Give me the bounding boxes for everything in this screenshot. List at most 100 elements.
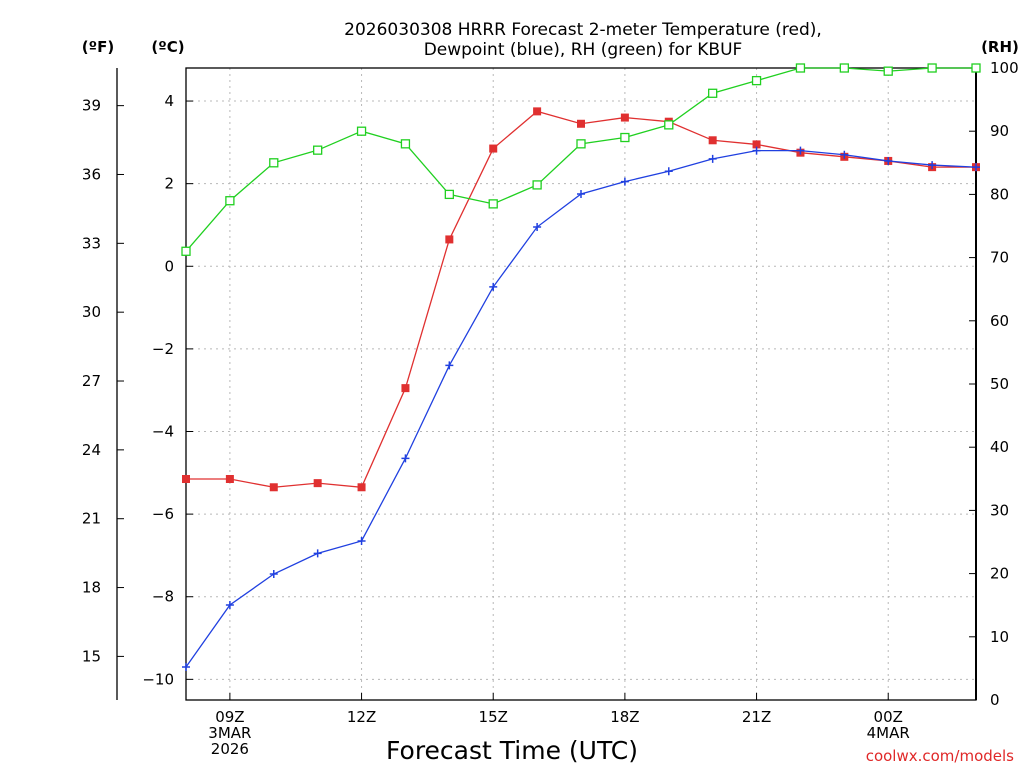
rh-point	[444, 189, 454, 200]
dewpoint-point	[489, 282, 498, 291]
rh-point	[313, 145, 323, 155]
dewpoint-point	[620, 177, 629, 186]
axes	[116, 67, 977, 701]
fahrenheit-tick-label: 18	[82, 579, 101, 597]
x-tick-label: 2026	[211, 740, 249, 758]
x-tick-label: 4MAR	[867, 724, 910, 742]
fahrenheit-tick-label: 33	[82, 234, 101, 252]
temperature-point	[445, 235, 454, 244]
rh-point	[620, 132, 630, 143]
rh-point	[356, 126, 367, 136]
celsius-tick-label: 2	[164, 175, 174, 193]
rh-point	[532, 180, 542, 190]
dewpoint-point	[664, 167, 673, 176]
rh-tick-label: 70	[990, 249, 1009, 267]
plot-frame	[185, 67, 977, 701]
rh-point	[664, 120, 674, 130]
dewpoint-point	[928, 161, 937, 170]
rh-tick-label: 100	[990, 59, 1019, 77]
celsius-tick-label: −4	[152, 423, 174, 441]
temperature-point	[357, 483, 366, 492]
dewpoint-point	[313, 549, 322, 558]
rh-line	[185, 67, 976, 252]
dewpoint-point	[840, 150, 849, 159]
celsius-tick-label: −2	[152, 340, 174, 358]
celsius-axis-unit: (ºC)	[151, 38, 184, 56]
rh-tick-label: 60	[990, 312, 1009, 330]
rh-point	[488, 199, 498, 209]
fahrenheit-tick-label: 24	[82, 441, 101, 459]
temperature-point	[182, 475, 190, 484]
temperature-point	[269, 483, 278, 492]
celsius-tick-label: 4	[164, 92, 174, 110]
dewpoint-point	[752, 146, 761, 155]
rh-point	[795, 63, 806, 73]
dewpoint-point	[357, 536, 366, 545]
temperature-point	[225, 475, 234, 484]
dewpoint-line	[185, 149, 977, 668]
rh-tick-label: 20	[990, 565, 1009, 583]
chart-title: 2026030308 HRRR Forecast 2-meter Tempera…	[344, 20, 822, 40]
rh-axis-unit: (RH)	[981, 38, 1019, 56]
rh-point	[576, 139, 586, 149]
temperature-line	[186, 110, 976, 488]
rh-point	[225, 196, 235, 206]
fahrenheit-tick-label: 30	[82, 303, 101, 321]
rh-tick-label: 10	[990, 628, 1009, 646]
x-tick-label: 15Z	[479, 708, 508, 726]
x-tick-label: 21Z	[742, 708, 771, 726]
rh-tick-label: 50	[990, 375, 1009, 393]
rh-tick-label: 30	[990, 501, 1009, 519]
fahrenheit-tick-label: 39	[82, 97, 101, 115]
dewpoint-series	[182, 146, 980, 671]
dewpoint-point	[445, 361, 454, 370]
temperature-point	[620, 113, 629, 122]
temperature-point	[708, 136, 717, 145]
fahrenheit-tick-label: 27	[82, 372, 101, 390]
celsius-tick-label: −8	[152, 588, 174, 606]
x-tick-label: 09Z	[215, 708, 244, 726]
rh-point	[269, 158, 279, 168]
rh-point	[971, 63, 981, 73]
celsius-tick-label: −10	[142, 670, 174, 688]
data-series	[181, 63, 981, 671]
rh-point	[839, 63, 849, 73]
temperature-point	[752, 140, 761, 149]
rh-point	[927, 63, 937, 73]
rh-tick-label: 0	[990, 691, 1000, 709]
fahrenheit-tick-label: 15	[82, 647, 101, 665]
fahrenheit-axis-unit: (ºF)	[82, 38, 114, 56]
grid-lines	[186, 68, 976, 700]
temperature-point	[533, 107, 542, 116]
celsius-tick-label: −6	[152, 505, 174, 523]
fahrenheit-ticks: 39 36 33 30 27 24 21 18 15	[82, 97, 124, 665]
dewpoint-point	[972, 163, 980, 172]
dewpoint-point	[182, 662, 190, 671]
rh-tick-label: 90	[990, 122, 1009, 140]
fahrenheit-tick-label: 21	[82, 510, 101, 528]
dewpoint-point	[796, 146, 805, 155]
rh-series	[181, 63, 981, 256]
rh-point	[883, 66, 893, 76]
temperature-point	[489, 144, 498, 153]
temperature-point	[313, 479, 322, 488]
x-axis-label: Forecast Time (UTC)	[386, 736, 638, 765]
fahrenheit-tick-label: 36	[82, 165, 101, 183]
rh-point	[751, 75, 762, 86]
temperature-point	[577, 119, 585, 128]
rh-point	[181, 246, 191, 256]
dewpoint-point	[533, 223, 542, 232]
dewpoint-point	[225, 600, 234, 609]
dewpoint-point	[708, 154, 717, 163]
credit-text: coolwx.com/models	[866, 747, 1014, 765]
dewpoint-point	[269, 570, 278, 579]
rh-tick-label: 40	[990, 438, 1009, 456]
dewpoint-point	[577, 189, 585, 198]
celsius-tick-label: 0	[164, 257, 174, 275]
x-tick-label: 18Z	[610, 708, 639, 726]
dewpoint-point	[401, 454, 410, 463]
celsius-ticks: 4 2 0 −2 −4 −6 −8 −10	[142, 92, 193, 688]
